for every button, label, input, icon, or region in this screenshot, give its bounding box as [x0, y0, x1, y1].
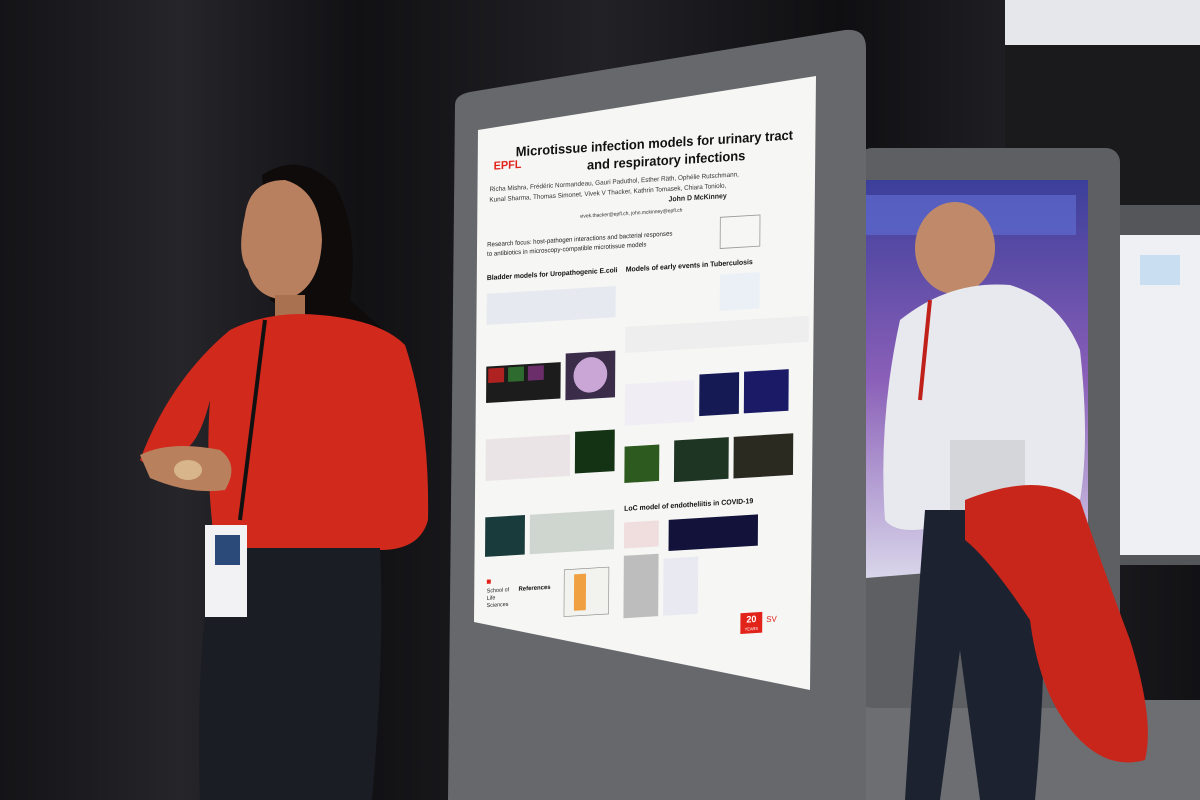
plot: [624, 379, 695, 426]
diagram-box: [719, 214, 761, 249]
lanyard: [238, 319, 267, 521]
microscopy-tile: [527, 365, 544, 381]
plot-bar: [573, 573, 587, 611]
lanyard: [918, 299, 932, 401]
microscopy-figure: [673, 437, 729, 483]
school: Sciences: [487, 602, 509, 609]
references-heading: References: [519, 584, 552, 593]
school-logo: [486, 579, 491, 584]
figure: [625, 315, 809, 353]
figure: [623, 520, 659, 549]
anniversary-badge: [740, 611, 763, 634]
microscopy-tile: [488, 367, 505, 384]
microscopy-figure: [733, 433, 794, 479]
microscopy-figure: [699, 372, 740, 417]
poster-authors: John D McKinney: [669, 192, 727, 204]
microscopy-figure: [743, 369, 789, 414]
poster-logo: EPFL: [494, 159, 522, 173]
microscopy-figure: [485, 514, 525, 557]
microscopy-figure: [574, 429, 615, 474]
school: Life: [487, 595, 496, 602]
anniversary-sub: YEARS: [745, 626, 759, 632]
microscopy-figure: [668, 514, 759, 552]
faculty: SV: [766, 614, 777, 624]
anniversary: 20: [746, 614, 756, 625]
poster-content: EPFL Microtissue infection models for ur…: [485, 127, 809, 634]
badge-photo: [215, 535, 240, 565]
microscopy-figure: [529, 509, 615, 555]
shirt: [883, 284, 1085, 530]
poster-far-figure: [1140, 255, 1180, 285]
poster-far: [1120, 235, 1200, 555]
jacket: [965, 485, 1148, 763]
person-right: [883, 202, 1148, 800]
school: School of: [487, 587, 510, 595]
head: [915, 202, 995, 294]
figure: [663, 556, 699, 616]
figure: [485, 434, 571, 481]
figure: [719, 272, 760, 311]
ceiling-light: [1005, 0, 1200, 45]
organoid: [573, 357, 608, 393]
figure: [486, 285, 616, 325]
microscopy-figure: [624, 444, 660, 483]
food: [174, 460, 202, 480]
person-left: [140, 164, 429, 800]
microscopy-tile: [508, 366, 524, 382]
plot: [563, 566, 610, 617]
face: [241, 180, 322, 300]
em-figure: [623, 553, 659, 619]
